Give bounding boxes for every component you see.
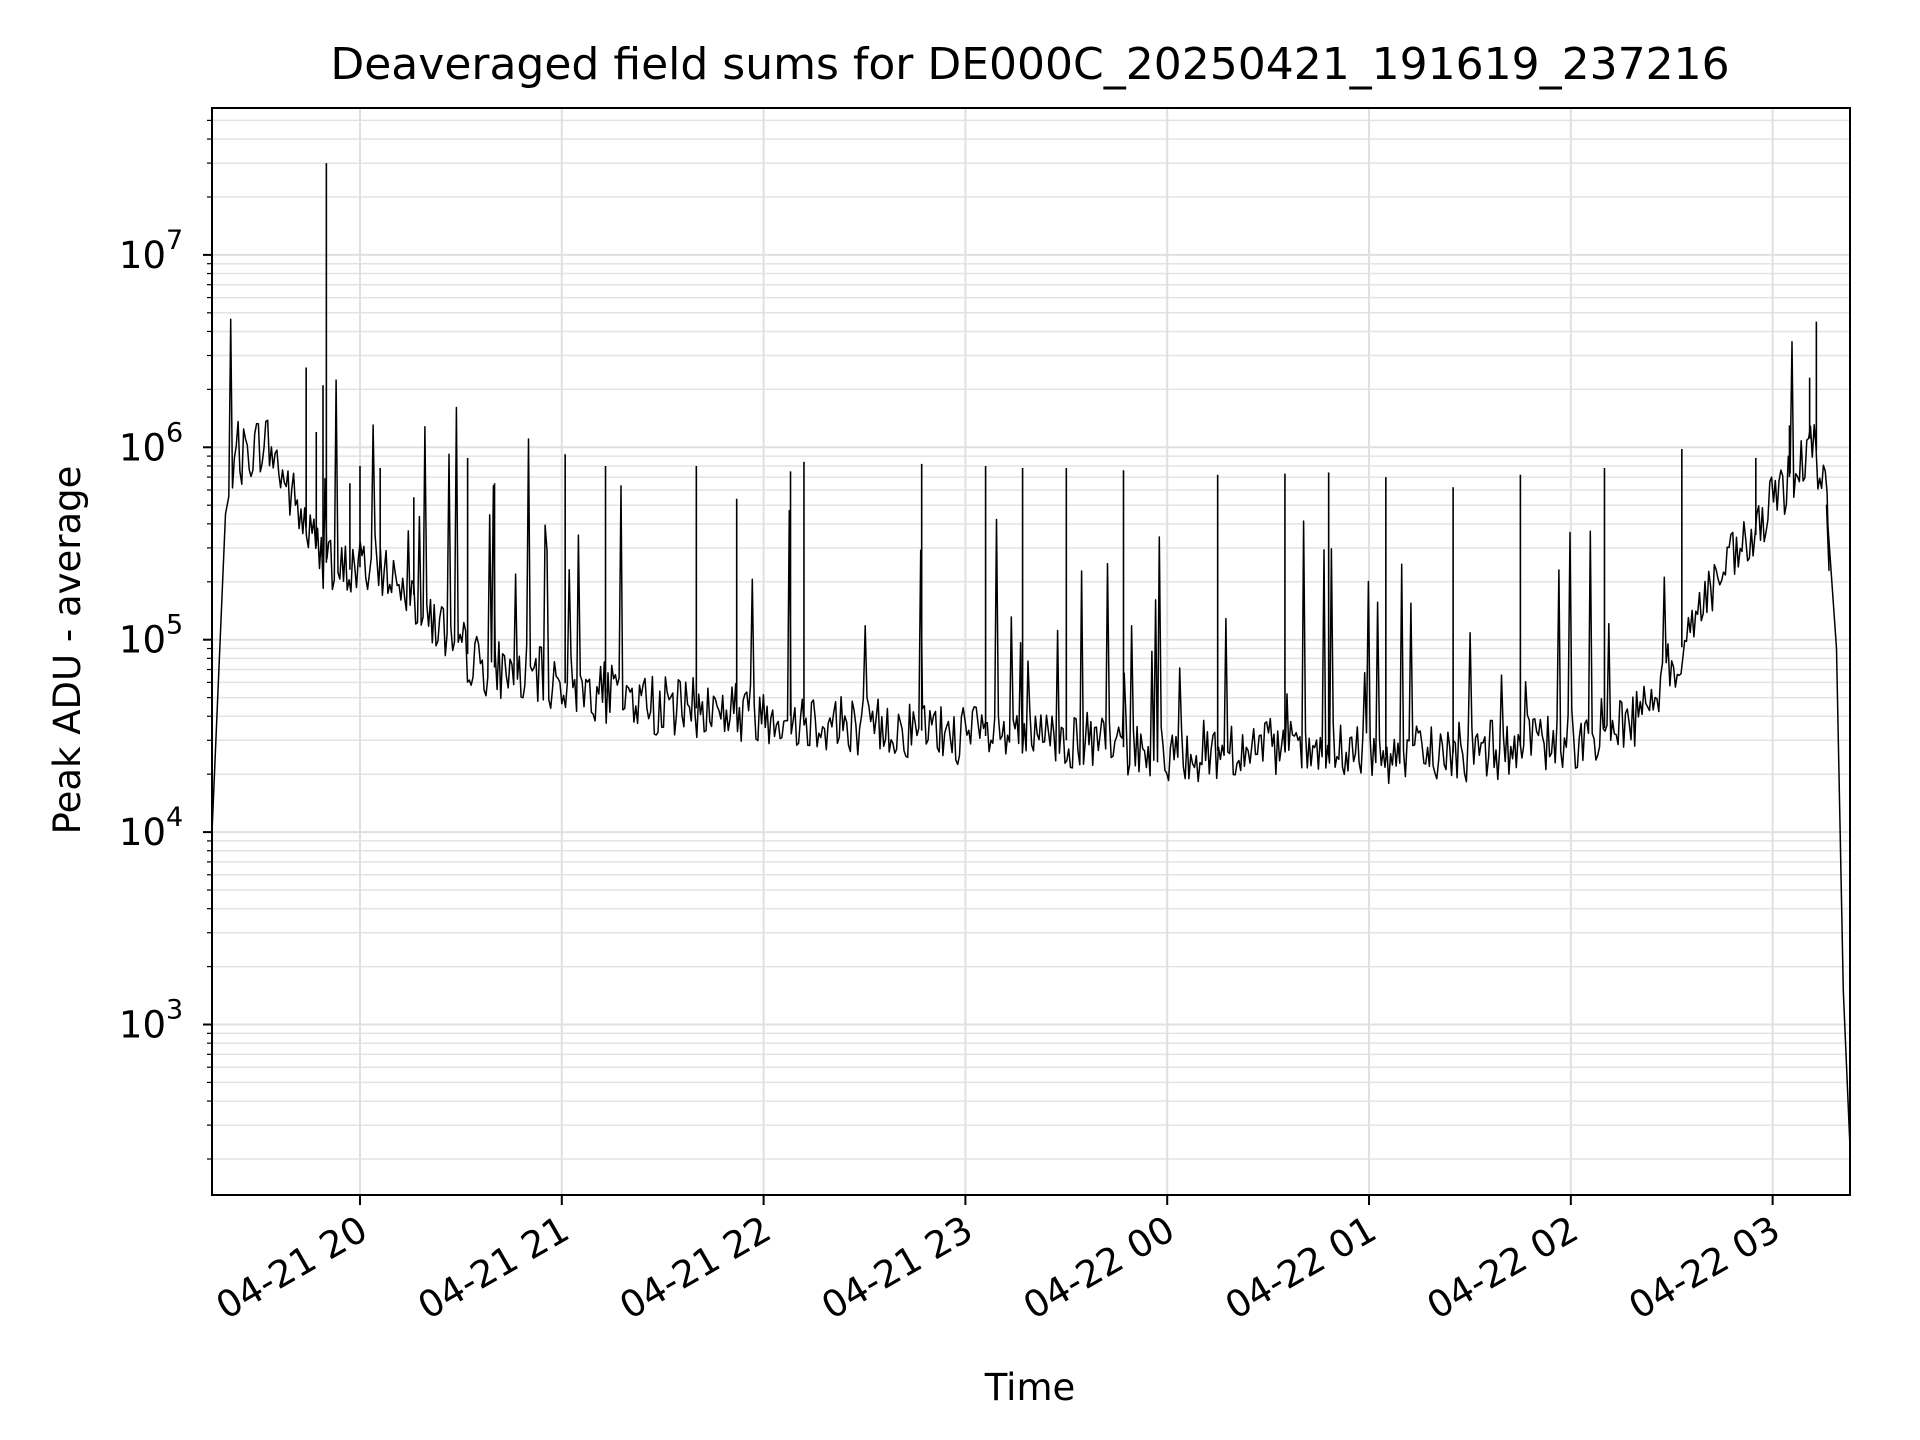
- y-tick-label: 10: [119, 1004, 166, 1047]
- y-tick-exponent: 5: [166, 610, 183, 641]
- y-tick-exponent: 7: [166, 225, 183, 256]
- series-layer: [211, 163, 1851, 1148]
- y-tick-exponent: 6: [166, 417, 183, 448]
- y-tick-label: 10: [119, 234, 166, 277]
- y-tick-base: 10: [119, 426, 166, 469]
- plot-frame: [211, 107, 1851, 1196]
- y-tick-label: 10: [119, 619, 166, 662]
- minor-gridlines: [212, 119, 1850, 1160]
- x-axis-label: Time: [984, 1366, 1076, 1409]
- y-tick-base: 10: [119, 234, 166, 277]
- series-line: [211, 318, 1851, 1148]
- y-tick-label: 10: [119, 426, 166, 469]
- y-axis-label: Peak ADU - average: [46, 466, 89, 835]
- y-tick-exponent: 3: [166, 995, 183, 1026]
- y-tick-base: 10: [119, 619, 166, 662]
- chart-title: Deaveraged field sums for DE000C_2025042…: [330, 39, 1729, 90]
- y-tick-label: 10: [119, 811, 166, 854]
- y-tick-base: 10: [119, 1004, 166, 1047]
- y-tick-exponent: 4: [166, 802, 183, 833]
- y-tick-base: 10: [119, 811, 166, 854]
